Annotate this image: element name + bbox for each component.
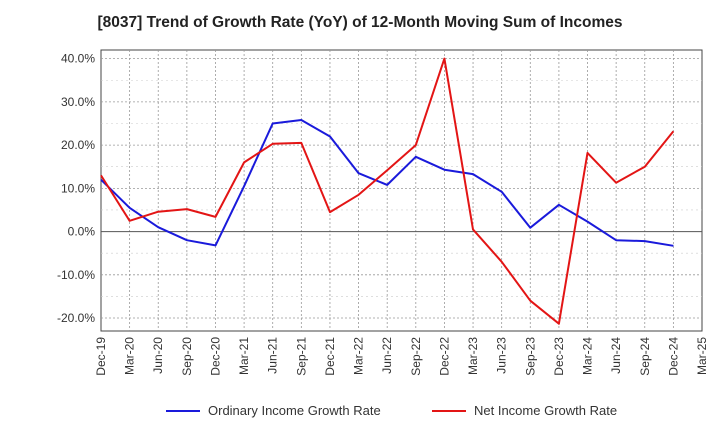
x-tick-label: Jun-23 (495, 337, 509, 374)
x-tick-label: Mar-24 (581, 337, 595, 375)
x-tick-label: Dec-22 (437, 337, 451, 376)
x-tick-label: Mar-25 (695, 337, 709, 375)
x-tick-label: Dec-20 (208, 337, 222, 376)
legend-label: Ordinary Income Growth Rate (208, 403, 381, 418)
plot-area (100, 49, 703, 332)
x-tick-label: Sep-23 (523, 337, 537, 376)
x-tick-label: Jun-22 (380, 337, 394, 374)
y-tick-label: -20.0% (57, 311, 95, 325)
chart-title: [8037] Trend of Growth Rate (YoY) of 12-… (97, 14, 623, 31)
x-tick-label: Dec-24 (666, 337, 680, 376)
x-tick-label: Jun-24 (609, 337, 623, 374)
y-tick-label: 20.0% (61, 138, 95, 152)
series-line-1 (100, 119, 674, 247)
x-tick-label: Jun-20 (151, 337, 165, 374)
y-tick-label: 10.0% (61, 181, 95, 195)
legend-label: Net Income Growth Rate (474, 403, 617, 418)
x-tick-label: Dec-21 (323, 337, 337, 376)
x-tick-label: Mar-23 (466, 337, 480, 375)
x-tick-label: Mar-20 (123, 337, 137, 375)
x-tick-label: Dec-19 (94, 337, 108, 376)
x-tick-label: Dec-23 (552, 337, 566, 376)
y-tick-label: 40.0% (61, 52, 95, 66)
x-tick-label: Sep-22 (409, 337, 423, 376)
x-tick-label: Mar-21 (237, 337, 251, 375)
y-tick-label: 0.0% (68, 225, 96, 239)
series-line-2 (100, 57, 675, 325)
x-tick-label: Mar-22 (352, 337, 366, 375)
y-tick-label: -10.0% (57, 268, 95, 282)
x-tick-label: Jun-21 (266, 337, 280, 374)
y-tick-label: 30.0% (61, 95, 95, 109)
x-tick-label: Sep-21 (294, 337, 308, 376)
x-tick-label: Sep-24 (638, 337, 652, 376)
x-tick-label: Sep-20 (180, 337, 194, 376)
